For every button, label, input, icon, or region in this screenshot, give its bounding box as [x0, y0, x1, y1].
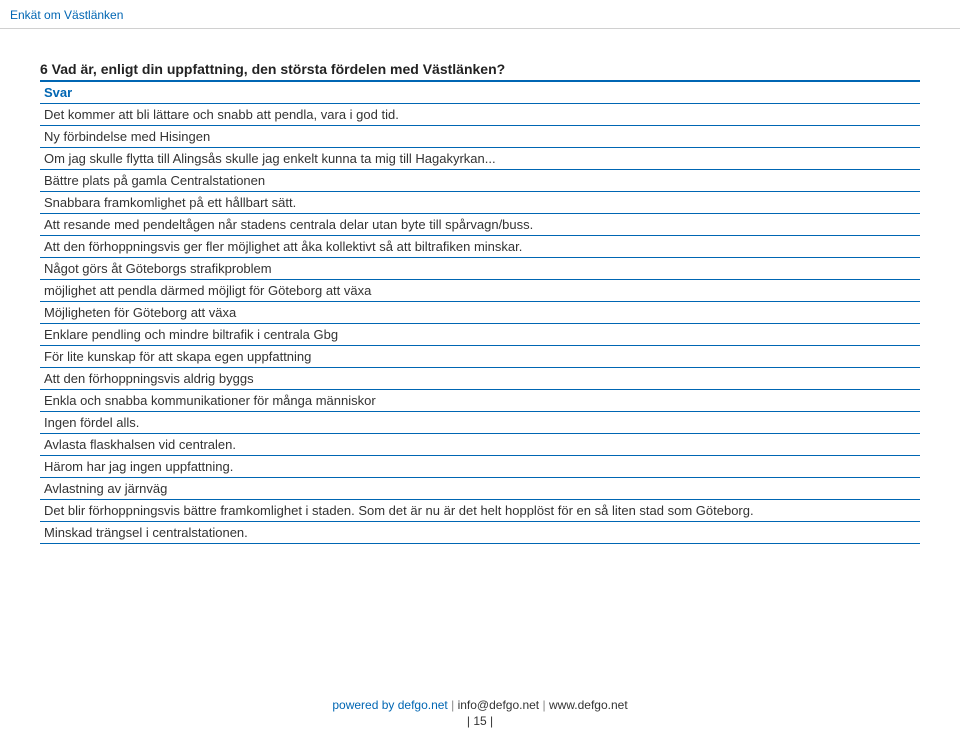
answer-row: Avlasta flaskhalsen vid centralen.: [40, 433, 920, 456]
page-footer: powered by defgo.net | info@defgo.net | …: [0, 698, 960, 728]
answer-row: Härom har jag ingen uppfattning.: [40, 455, 920, 478]
answer-row: Minskad trängsel i centralstationen.: [40, 521, 920, 544]
answer-row: Enklare pendling och mindre biltrafik i …: [40, 323, 920, 346]
footer-powered: powered by defgo.net: [332, 698, 447, 712]
answer-row: Ingen fördel alls.: [40, 411, 920, 434]
answer-row: Om jag skulle flytta till Alingsås skull…: [40, 147, 920, 170]
header-title: Enkät om Västlänken: [10, 8, 123, 22]
footer-url: www.defgo.net: [549, 698, 628, 712]
answer-row: Ny förbindelse med Hisingen: [40, 125, 920, 148]
answer-row: Snabbara framkomlighet på ett hållbart s…: [40, 191, 920, 214]
answer-row: Det blir förhoppningsvis bättre framkoml…: [40, 499, 920, 522]
answer-row: Möjligheten för Göteborg att växa: [40, 301, 920, 324]
answer-row: Bättre plats på gamla Centralstationen: [40, 169, 920, 192]
answer-row: Enkla och snabba kommunikationer för mån…: [40, 389, 920, 412]
answer-row: Det kommer att bli lättare och snabb att…: [40, 103, 920, 126]
footer-page: | 15 |: [0, 714, 960, 728]
main-content: 6 Vad är, enligt din uppfattning, den st…: [0, 29, 960, 544]
answer-row: Att resande med pendeltågen når stadens …: [40, 213, 920, 236]
answer-row: Avlastning av järnväg: [40, 477, 920, 500]
answer-row: möjlighet att pendla därmed möjligt för …: [40, 279, 920, 302]
answer-row: Att den förhoppningsvis ger fler möjligh…: [40, 235, 920, 258]
question-title: 6 Vad är, enligt din uppfattning, den st…: [40, 57, 920, 81]
footer-email: info@defgo.net: [458, 698, 540, 712]
answer-list: Det kommer att bli lättare och snabb att…: [40, 103, 920, 544]
page-header: Enkät om Västlänken: [0, 0, 960, 29]
answer-row: Något görs åt Göteborgs strafikproblem: [40, 257, 920, 280]
answer-subheader: Svar: [40, 80, 920, 104]
answer-row: För lite kunskap för att skapa egen uppf…: [40, 345, 920, 368]
answer-row: Att den förhoppningsvis aldrig byggs: [40, 367, 920, 390]
